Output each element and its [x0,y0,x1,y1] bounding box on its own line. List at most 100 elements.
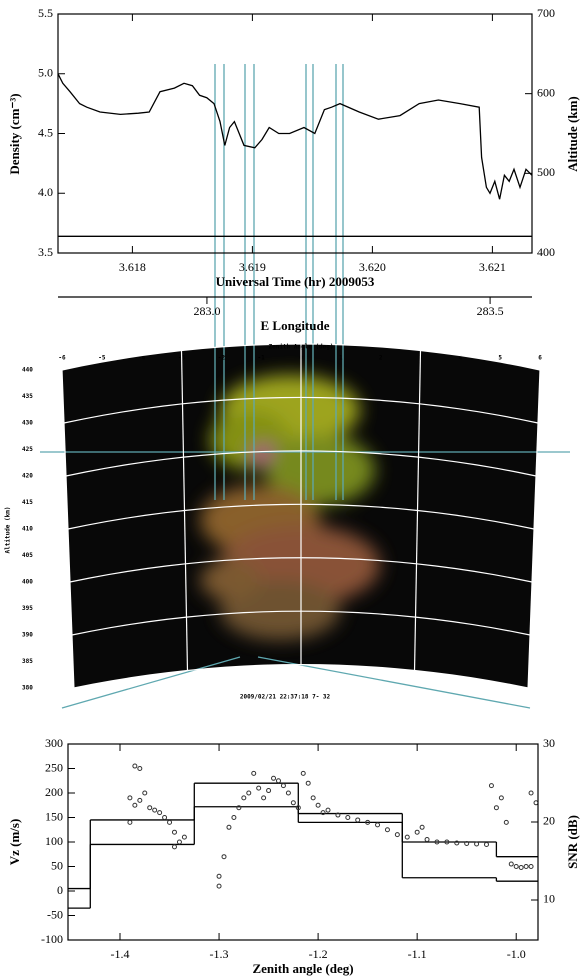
data-point [171,844,177,850]
data-point [345,815,351,820]
data-point [236,805,242,811]
data-point [295,805,301,811]
data-point [523,864,529,869]
x-tick-label: -1.0 [507,947,526,961]
data-point [137,766,143,771]
data-point [256,785,262,791]
image-title: Zenith Angle (deg) [268,344,333,351]
y-tick-label: 380 [22,685,33,692]
data-point [127,819,133,825]
data-point [508,861,514,867]
x-tick-label: -1.2 [309,947,328,961]
data-point [226,824,232,830]
x2-axis-label: E Longitude [261,318,330,333]
y-tick-label: 100 [45,834,63,848]
axis-label: SNR (dB) [565,815,580,869]
data-point [147,805,153,811]
grid-arc [69,557,533,583]
data-point [493,805,499,811]
marker-line [257,656,531,709]
y-tick-label: 405 [22,552,33,559]
y-tick-label: 385 [22,658,33,665]
data-point [142,790,148,796]
data-point [305,780,311,786]
x-tick-label: -1.3 [210,947,229,961]
y2-tick-label: 10 [543,892,555,906]
data-point [355,817,361,823]
y-tick-label: 4.5 [38,125,53,139]
x-tick-label: 6 [538,355,542,362]
data-point [251,770,257,776]
selection-lines [40,64,570,709]
y-tick-label: 435 [22,393,33,400]
plot-frame [67,743,539,941]
data-point [216,883,222,889]
data-point [266,788,272,794]
y2-tick-label: 600 [537,85,555,99]
data-point [271,775,277,781]
data-point [137,797,143,803]
y-tick-label: 440 [22,367,33,374]
data-point [454,840,460,846]
data-point [325,807,331,813]
y-tick-label: -50 [47,907,63,921]
y-tick-label: 5.5 [38,6,53,20]
grid-arc [71,610,531,636]
x-tick-label: -6 [58,355,66,362]
x-tick-label: -1 [258,355,266,362]
data-point [528,864,534,869]
data-point [280,783,286,789]
y2-tick-label: 400 [537,245,555,259]
data-point [152,807,158,813]
y-tick-label: 300 [45,736,63,750]
data-point [528,790,534,796]
grid-arc [65,450,537,477]
data-point [290,800,296,806]
data-point [157,810,163,816]
y-tick-label: 200 [45,785,63,799]
data-point [375,822,381,828]
emission-blobs [200,375,380,640]
data-point [503,819,509,825]
data-point [216,873,222,879]
data-point [300,770,306,776]
x-tick-label: 3.619 [239,260,266,274]
plot-frame [57,13,533,254]
data-point [171,829,177,835]
image-caption: 2009/02/21 22:37:18 7- 32 [240,694,331,701]
data-point [181,834,187,840]
data-point [176,839,182,845]
x-tick-label: -4 [138,355,146,362]
y-tick-label: 390 [22,632,33,639]
y-tick-label: 250 [45,760,63,774]
x-axis-label: Universal Time (hr) 2009053 [216,274,375,289]
data-point [285,790,291,796]
data-point [513,864,519,869]
data-point [498,795,504,801]
data-point [246,790,252,796]
data-point [474,841,480,847]
axis-label: Vz (m/s) [7,819,22,866]
x-tick-label: 3.618 [119,260,146,274]
data-point [132,802,138,808]
x-tick-label: 5 [498,355,502,362]
data-point [275,778,281,784]
data-point [132,763,138,769]
y-axis-label: Altitude (km) [5,507,12,554]
x-tick-label: -1.4 [111,947,130,961]
y2-tick-label: 700 [537,6,555,20]
y-tick-label: -100 [41,932,63,946]
axis-label: Density (cm⁻³) [7,93,22,174]
data-point [167,819,173,825]
x-axis-label: Zenith angle (deg) [252,961,353,976]
y-tick-label: 395 [22,605,33,612]
axis-label: Altitude (km) [565,96,580,171]
y-tick-label: 0 [57,883,63,897]
x-tick-label: -2 [218,355,226,362]
data-point [424,837,430,843]
x-tick-label: 4 [459,355,463,362]
data-point [127,795,133,801]
data-point [315,802,321,808]
data-point [404,834,410,840]
